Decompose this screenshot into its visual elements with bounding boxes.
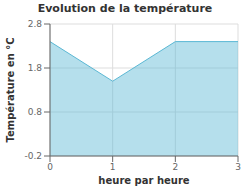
svg-text:Température en °C: Température en °C bbox=[8, 37, 16, 142]
svg-text:2.8: 2.8 bbox=[28, 19, 43, 29]
svg-text:0.8: 0.8 bbox=[28, 107, 43, 117]
svg-text:1.8: 1.8 bbox=[28, 63, 43, 73]
svg-text:1: 1 bbox=[110, 162, 116, 172]
svg-text:2: 2 bbox=[172, 162, 178, 172]
svg-text:0: 0 bbox=[47, 162, 53, 172]
svg-text:heure par heure: heure par heure bbox=[98, 175, 189, 186]
svg-text:3: 3 bbox=[235, 162, 241, 172]
html-text:Evolution de la température: Evolution de la température bbox=[37, 2, 213, 15]
svg-text:-0.2: -0.2 bbox=[24, 151, 42, 161]
